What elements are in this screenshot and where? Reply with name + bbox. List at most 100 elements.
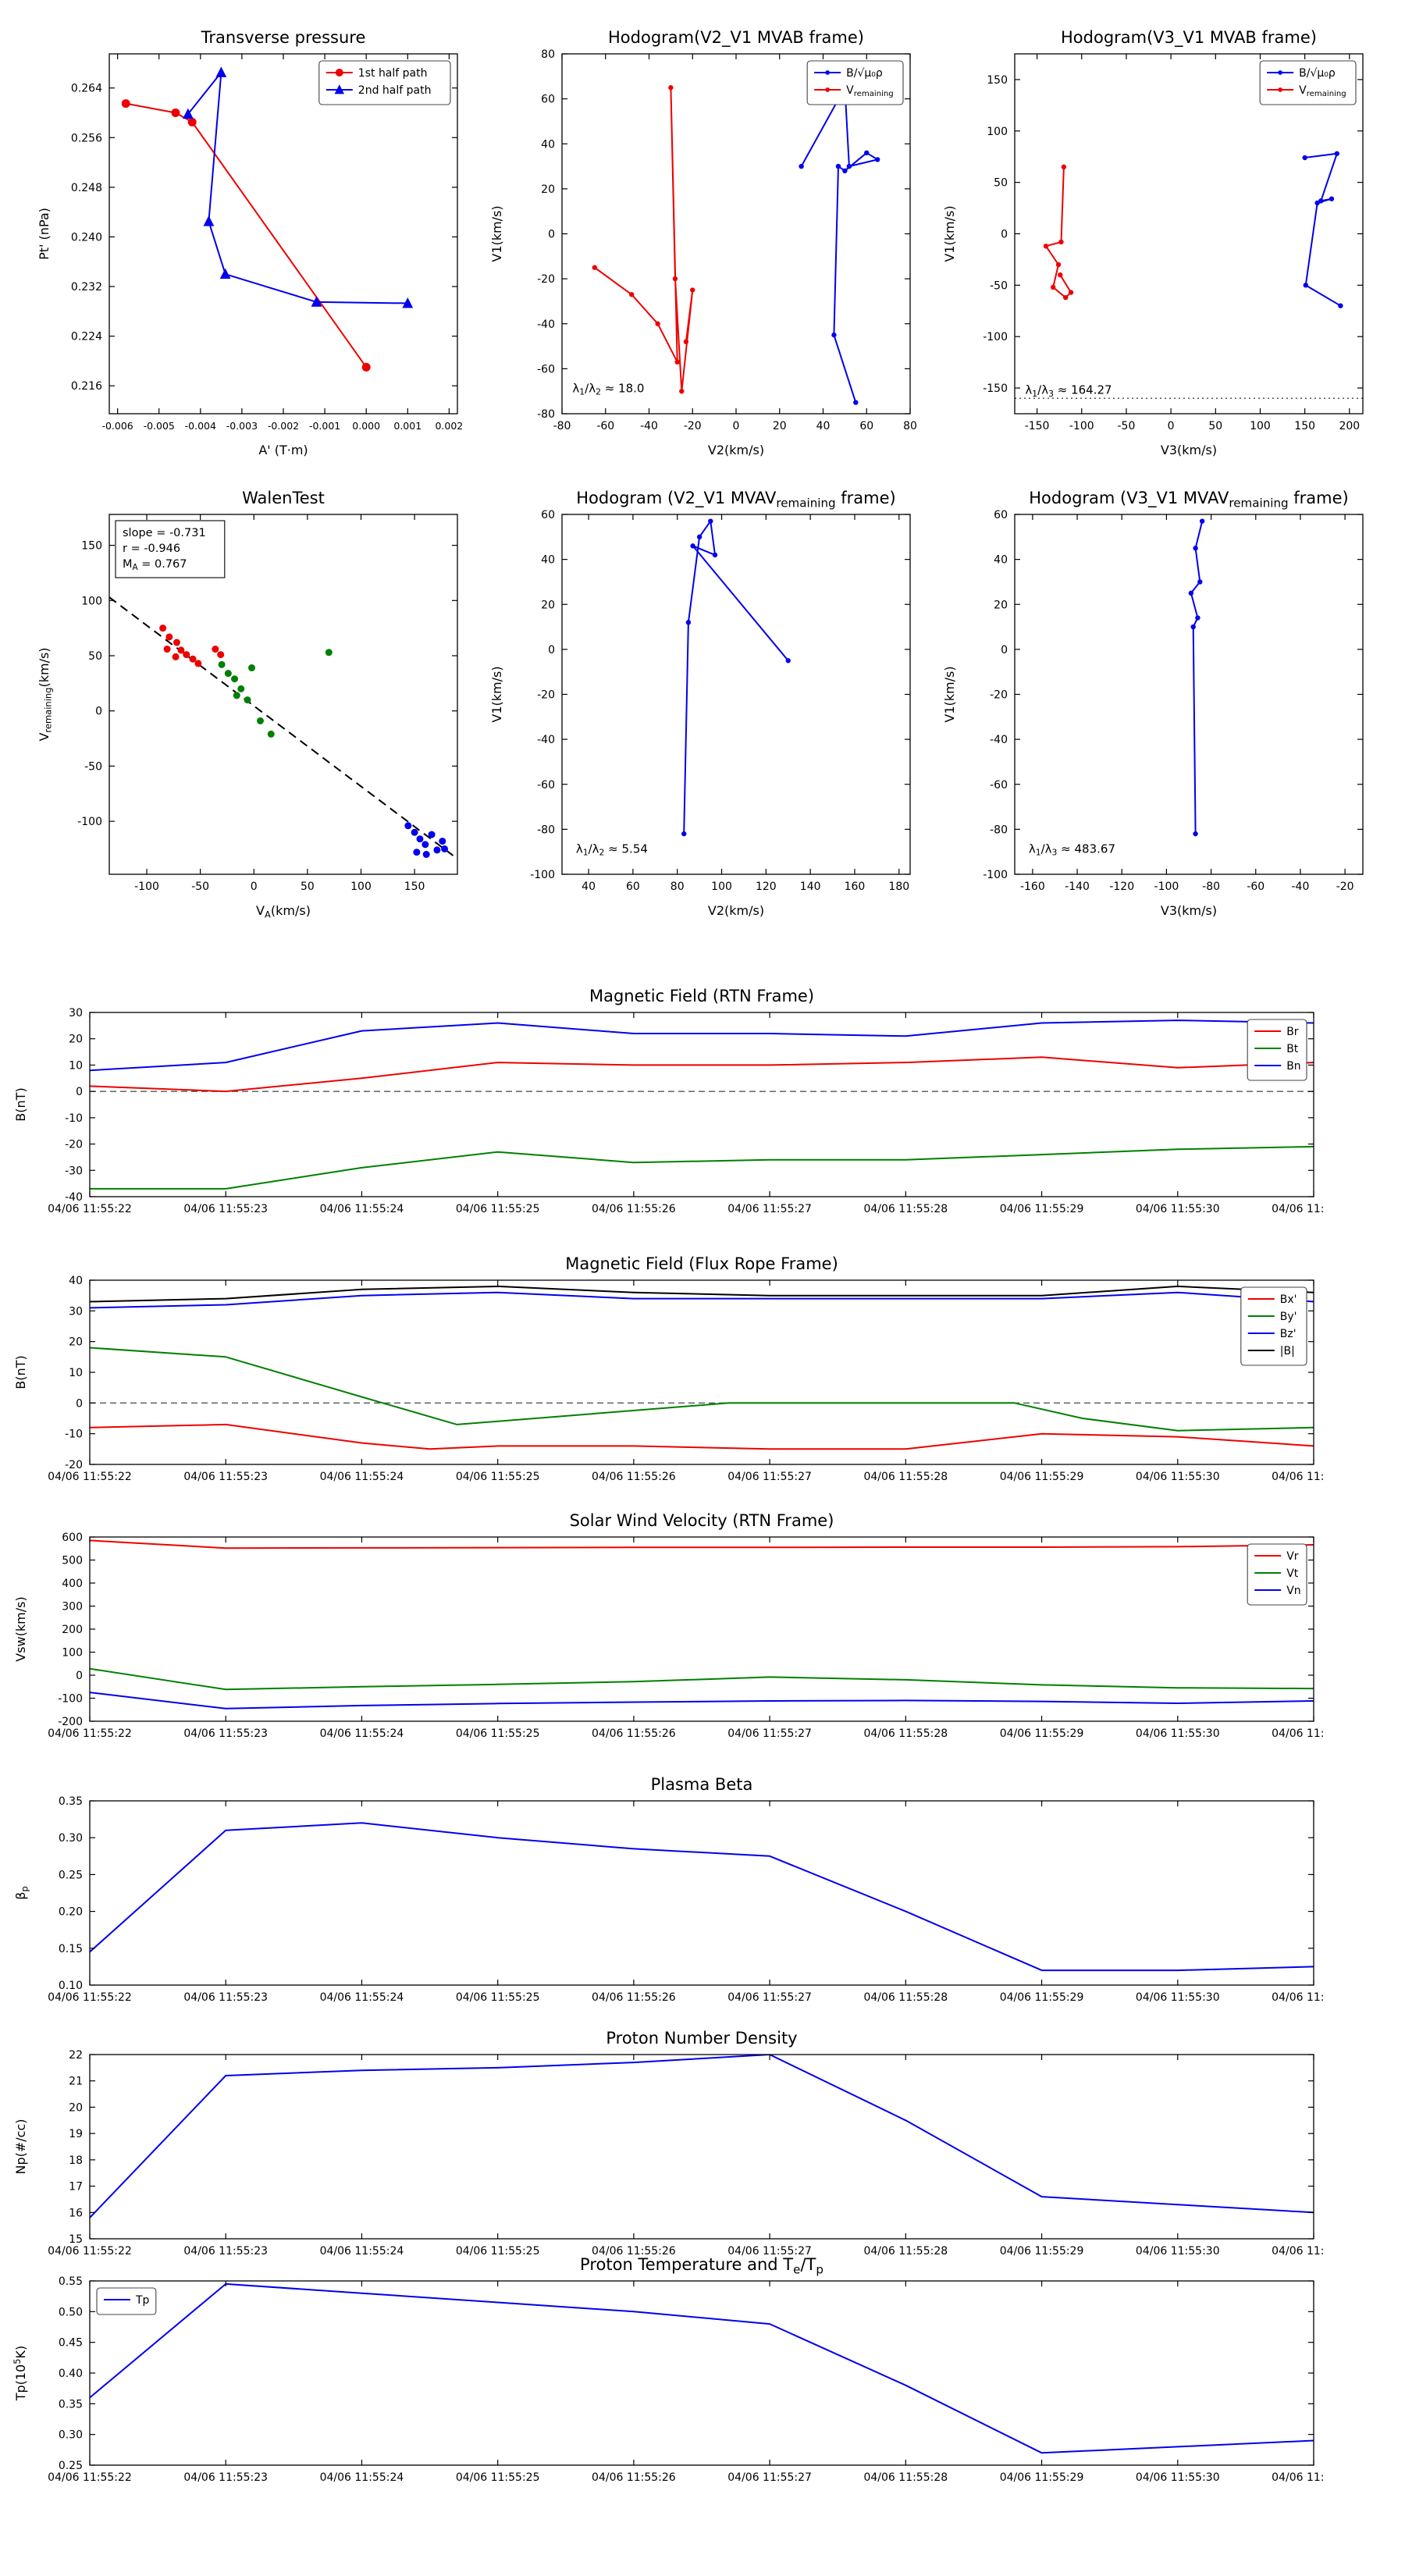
svg-text:-80: -80 <box>1202 881 1220 893</box>
svg-text:140: 140 <box>800 881 821 893</box>
panel-hodogram-v3v1-mvav: -160 -140 -120 -100 -80 -60 -40 -20 -100 -80 -60 -4… <box>937 480 1374 937</box>
series-Np <box>90 2055 1314 2218</box>
svg-text:-0.005: -0.005 <box>144 420 175 432</box>
svg-text:-80: -80 <box>990 824 1008 836</box>
svg-text:04/06 11:55:31: 04/06 11:55:31 <box>1272 1727 1323 1740</box>
svg-text:20: 20 <box>69 1336 83 1349</box>
svg-text:400: 400 <box>62 1578 83 1590</box>
svg-text:Vn: Vn <box>1286 1585 1300 1597</box>
svg-text:18: 18 <box>69 2154 83 2167</box>
svg-text:04/06 11:55:24: 04/06 11:55:24 <box>320 2471 404 2484</box>
svg-text:04/06 11:55:22: 04/06 11:55:22 <box>48 1727 132 1740</box>
svg-text:04/06 11:55:23: 04/06 11:55:23 <box>183 1203 268 1215</box>
x-axis-label: VA(km/s) <box>256 903 311 920</box>
svg-text:Vr: Vr <box>1286 1550 1299 1563</box>
x-ticks: 04/06 11:55:22 04/06 11:55:23 04/06 11:55:… <box>48 1280 1323 1483</box>
series-group <box>90 2055 1314 2218</box>
chart-title: WalenTest <box>242 489 325 507</box>
transverse-pressure-plot: -0.006 -0.005 -0.004 -0.003 -0.002 -0.001 0.00… <box>37 28 463 457</box>
svg-text:-30: -30 <box>65 1165 83 1177</box>
y-axis-label: V1(km/s) <box>489 205 504 262</box>
x-ticks: -100 -50 0 50 100 150 <box>134 514 425 893</box>
svg-text:B/√μ₀ρ: B/√μ₀ρ <box>1299 67 1336 80</box>
series-group <box>90 1285 1314 1450</box>
svg-text:150: 150 <box>404 881 425 893</box>
svg-text:80: 80 <box>670 881 685 893</box>
series-Bz-prime <box>90 1291 1314 1309</box>
panel-hodogram-v2v1-mvab: -80 -60 -40 -20 0 20 40 60 80 -80 -60 -40 -20 0 20 40 60… <box>484 20 921 476</box>
stats-box: slope = -0.731 r = -0.946 MA = 0.767 <box>115 520 226 578</box>
svg-text:0: 0 <box>1001 229 1008 241</box>
svg-text:Bx': Bx' <box>1280 1293 1297 1306</box>
svg-text:-20: -20 <box>65 1139 83 1151</box>
svg-text:0: 0 <box>76 1086 83 1098</box>
y-axis-label: βp <box>13 1886 30 1900</box>
svg-text:04/06 11:55:30: 04/06 11:55:30 <box>1136 1727 1220 1740</box>
axes-frame <box>89 1012 1314 1197</box>
svg-text:04/06 11:55:24: 04/06 11:55:24 <box>320 1471 404 1483</box>
svg-text:04/06 11:55:26: 04/06 11:55:26 <box>592 1727 676 1740</box>
svg-text:04/06 11:55:28: 04/06 11:55:28 <box>863 1727 948 1740</box>
svg-text:20: 20 <box>994 599 1008 611</box>
svg-text:04/06 11:55:26: 04/06 11:55:26 <box>592 2245 676 2258</box>
chart-title: Hodogram (V2_V1 MVAVremaining frame) <box>576 489 896 511</box>
svg-text:-0.003: -0.003 <box>226 420 258 432</box>
svg-text:80: 80 <box>541 48 555 61</box>
panel-proton-temperature: 04/06 11:55:22 04/06 11:55:23 04/06 11:55:… <box>8 2247 1323 2503</box>
svg-text:04/06 11:55:22: 04/06 11:55:22 <box>48 1203 132 1215</box>
svg-text:04/06 11:55:22: 04/06 11:55:22 <box>48 2471 132 2484</box>
annotation: λ1/λ3 ≈ 483.67 <box>1029 841 1115 857</box>
svg-text:-100: -100 <box>1069 420 1094 432</box>
svg-text:0.240: 0.240 <box>71 231 102 244</box>
axes-frame <box>89 2054 1314 2240</box>
panel-magnetic-field-rtn: 04/06 11:55:22 04/06 11:55:23 04/06 11:55:… <box>8 978 1323 1234</box>
svg-text:30: 30 <box>69 1305 83 1318</box>
svg-text:04/06 11:55:24: 04/06 11:55:24 <box>320 2245 404 2258</box>
svg-text:40: 40 <box>69 1275 83 1287</box>
legend: Tp <box>96 2287 157 2315</box>
svg-text:0.232: 0.232 <box>71 281 102 294</box>
series-beta-p <box>90 1822 1314 1972</box>
svg-text:100: 100 <box>350 881 372 893</box>
svg-text:-10: -10 <box>65 1429 83 1441</box>
chart-title: Hodogram(V3_V1 MVAB frame) <box>1061 28 1317 48</box>
svg-text:04/06 11:55:24: 04/06 11:55:24 <box>320 1203 404 1215</box>
svg-text:0.45: 0.45 <box>59 2337 83 2350</box>
svg-text:-60: -60 <box>990 779 1008 792</box>
series-2nd-half-path <box>187 71 408 304</box>
svg-text:04/06 11:55:29: 04/06 11:55:29 <box>1000 1471 1084 1483</box>
hodogram-v2v1-mvav-plot: 40 60 80 100 120 140 160 180 -100 -80 -60 -40 -20 0 20… <box>489 489 911 918</box>
svg-text:04/06 11:55:28: 04/06 11:55:28 <box>863 1471 948 1483</box>
svg-text:17: 17 <box>69 2181 83 2194</box>
svg-text:0.25: 0.25 <box>59 2460 83 2472</box>
x-axis-label: V2(km/s) <box>708 903 764 918</box>
svg-text:04/06 11:55:27: 04/06 11:55:27 <box>727 1203 812 1215</box>
svg-text:600: 600 <box>62 1532 83 1544</box>
series-group <box>1043 151 1343 308</box>
svg-text:-60: -60 <box>596 420 614 432</box>
chart-title: Hodogram (V3_V1 MVAVremaining frame) <box>1029 489 1349 511</box>
chart-title: Magnetic Field (RTN Frame) <box>589 987 814 1005</box>
svg-text:-100: -100 <box>530 869 555 881</box>
svg-text:0: 0 <box>76 1397 83 1410</box>
axes-frame <box>89 1800 1314 1986</box>
svg-text:-80: -80 <box>553 420 571 432</box>
svg-text:04/06 11:55:22: 04/06 11:55:22 <box>48 1991 132 2004</box>
svg-text:04/06 11:55:26: 04/06 11:55:26 <box>592 1991 676 2004</box>
x-axis-label: V3(km/s) <box>1161 443 1217 457</box>
x-ticks: -80 -60 -40 -20 0 20 40 60 80 <box>553 54 917 432</box>
chart-title: Proton Number Density <box>606 2029 797 2048</box>
hodogram-v2v1-mvab-plot: -80 -60 -40 -20 0 20 40 60 80 -80 -60 -40 -20 0 20 40 60… <box>489 28 917 457</box>
svg-text:40: 40 <box>582 881 596 893</box>
svg-text:-20: -20 <box>65 1459 83 1471</box>
svg-text:MA = 0.767: MA = 0.767 <box>123 558 187 572</box>
svg-text:-60: -60 <box>537 363 555 375</box>
svg-text:50: 50 <box>301 881 315 893</box>
svg-text:15: 15 <box>69 2233 83 2246</box>
series-group <box>90 1019 1314 1190</box>
svg-text:0.40: 0.40 <box>59 2368 83 2380</box>
svg-text:04/06 11:55:27: 04/06 11:55:27 <box>727 1991 812 2004</box>
svg-text:-20: -20 <box>990 689 1008 702</box>
svg-text:-20: -20 <box>684 420 702 432</box>
svg-text:10: 10 <box>69 1367 83 1379</box>
